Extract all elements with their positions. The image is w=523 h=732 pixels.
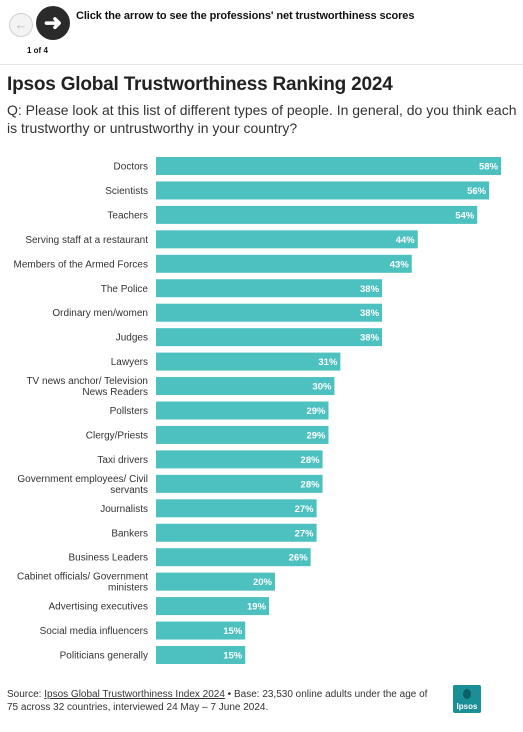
value-label-16: 26% <box>289 553 309 564</box>
category-label-8: Lawyers <box>111 357 148 368</box>
value-label-8: 31% <box>318 357 338 368</box>
bar-11 <box>156 425 329 444</box>
value-label-1: 56% <box>467 186 487 197</box>
category-label-13: Government employees/ Civil servants <box>17 474 148 496</box>
category-label-14: Journalists <box>100 504 148 515</box>
value-label-7: 38% <box>360 333 380 344</box>
logo-mark <box>463 689 471 699</box>
category-label-19: Social media influencers <box>40 626 148 637</box>
category-label-20: Politicians generally <box>60 651 148 662</box>
bar-18 <box>156 597 270 616</box>
ipsos-logo: Ipsos <box>453 685 481 713</box>
value-label-3: 44% <box>396 235 416 246</box>
category-label-1: Scientists <box>105 186 148 197</box>
bar-1 <box>156 181 490 200</box>
value-label-20: 15% <box>223 651 243 662</box>
arrow-left-icon[interactable]: ← <box>9 13 33 37</box>
value-label-0: 58% <box>479 162 499 173</box>
bar-15 <box>156 523 317 542</box>
bar-3 <box>156 230 418 249</box>
chart-title: Ipsos Global Trustworthiness Ranking 202… <box>7 74 393 95</box>
bar-6 <box>156 303 383 322</box>
bar-8 <box>156 352 341 371</box>
bar-10 <box>156 401 329 420</box>
bar-4 <box>156 254 412 273</box>
category-label-2: Teachers <box>107 210 148 221</box>
category-label-15: Bankers <box>111 528 148 539</box>
bar-2 <box>156 205 478 224</box>
bar-20 <box>156 646 246 664</box>
value-label-19: 15% <box>223 626 243 637</box>
category-label-7: Judges <box>116 333 148 344</box>
value-label-13: 28% <box>301 479 321 490</box>
category-label-18: Advertising executives <box>49 602 149 613</box>
category-label-5: The Police <box>101 284 149 295</box>
logo-text: Ipsos <box>456 702 478 711</box>
category-label-12: Taxi drivers <box>97 455 148 466</box>
bar-0 <box>156 157 501 175</box>
value-label-4: 43% <box>390 259 410 270</box>
value-label-10: 29% <box>306 406 326 417</box>
value-label-11: 29% <box>306 430 326 441</box>
chart-subtitle: Q: Please look at this list of different… <box>7 102 517 136</box>
header-divider <box>0 64 523 65</box>
bar-14 <box>156 499 317 518</box>
navigation-hint: Click the arrow to see the professions' … <box>76 10 415 22</box>
bar-chart: 58% Doctors 56% Scientists 54% Teachers 44% Ser… <box>14 157 501 664</box>
value-label-12: 28% <box>301 455 321 466</box>
category-label-0: Doctors <box>114 162 148 173</box>
arrow-right-icon[interactable]: ➜ <box>36 6 70 40</box>
category-label-10: Pollsters <box>110 406 148 417</box>
value-label-14: 27% <box>295 504 315 515</box>
page-indicator: 1 of 4 <box>27 46 48 55</box>
bar-9 <box>156 377 335 396</box>
bar-13 <box>156 474 323 493</box>
base-text: • Base: 23,530 online adults under the a… <box>7 689 428 713</box>
value-label-2: 54% <box>455 210 475 221</box>
value-label-6: 38% <box>360 308 380 319</box>
bar-7 <box>156 328 383 347</box>
bar-19 <box>156 621 246 640</box>
bar-17 <box>156 572 275 591</box>
value-label-9: 30% <box>312 382 332 393</box>
value-label-18: 19% <box>247 602 267 613</box>
source-prefix: Source: <box>7 689 45 700</box>
value-label-5: 38% <box>360 284 380 295</box>
bar-12 <box>156 450 323 469</box>
value-label-15: 27% <box>295 528 315 539</box>
bar-5 <box>156 279 383 298</box>
source-link[interactable]: Ipsos Global Trustworthiness Index 2024 <box>44 689 225 700</box>
category-label-16: Business Leaders <box>69 553 149 564</box>
category-label-4: Members of the Armed Forces <box>14 259 149 270</box>
category-label-11: Clergy/Priests <box>86 430 148 441</box>
source-note: Source: Ipsos Global Trustworthiness Ind… <box>7 688 437 714</box>
category-label-3: Serving staff at a restaurant <box>25 235 148 246</box>
bar-16 <box>156 548 311 567</box>
top-navigation: ← ➜ Click the arrow to see the professio… <box>0 0 523 64</box>
value-label-17: 20% <box>253 577 273 588</box>
category-label-9: TV news anchor/ Television News Readers <box>26 376 148 398</box>
category-label-17: Cabinet officials/ Government ministers <box>17 572 148 594</box>
category-label-6: Ordinary men/women <box>52 308 148 319</box>
